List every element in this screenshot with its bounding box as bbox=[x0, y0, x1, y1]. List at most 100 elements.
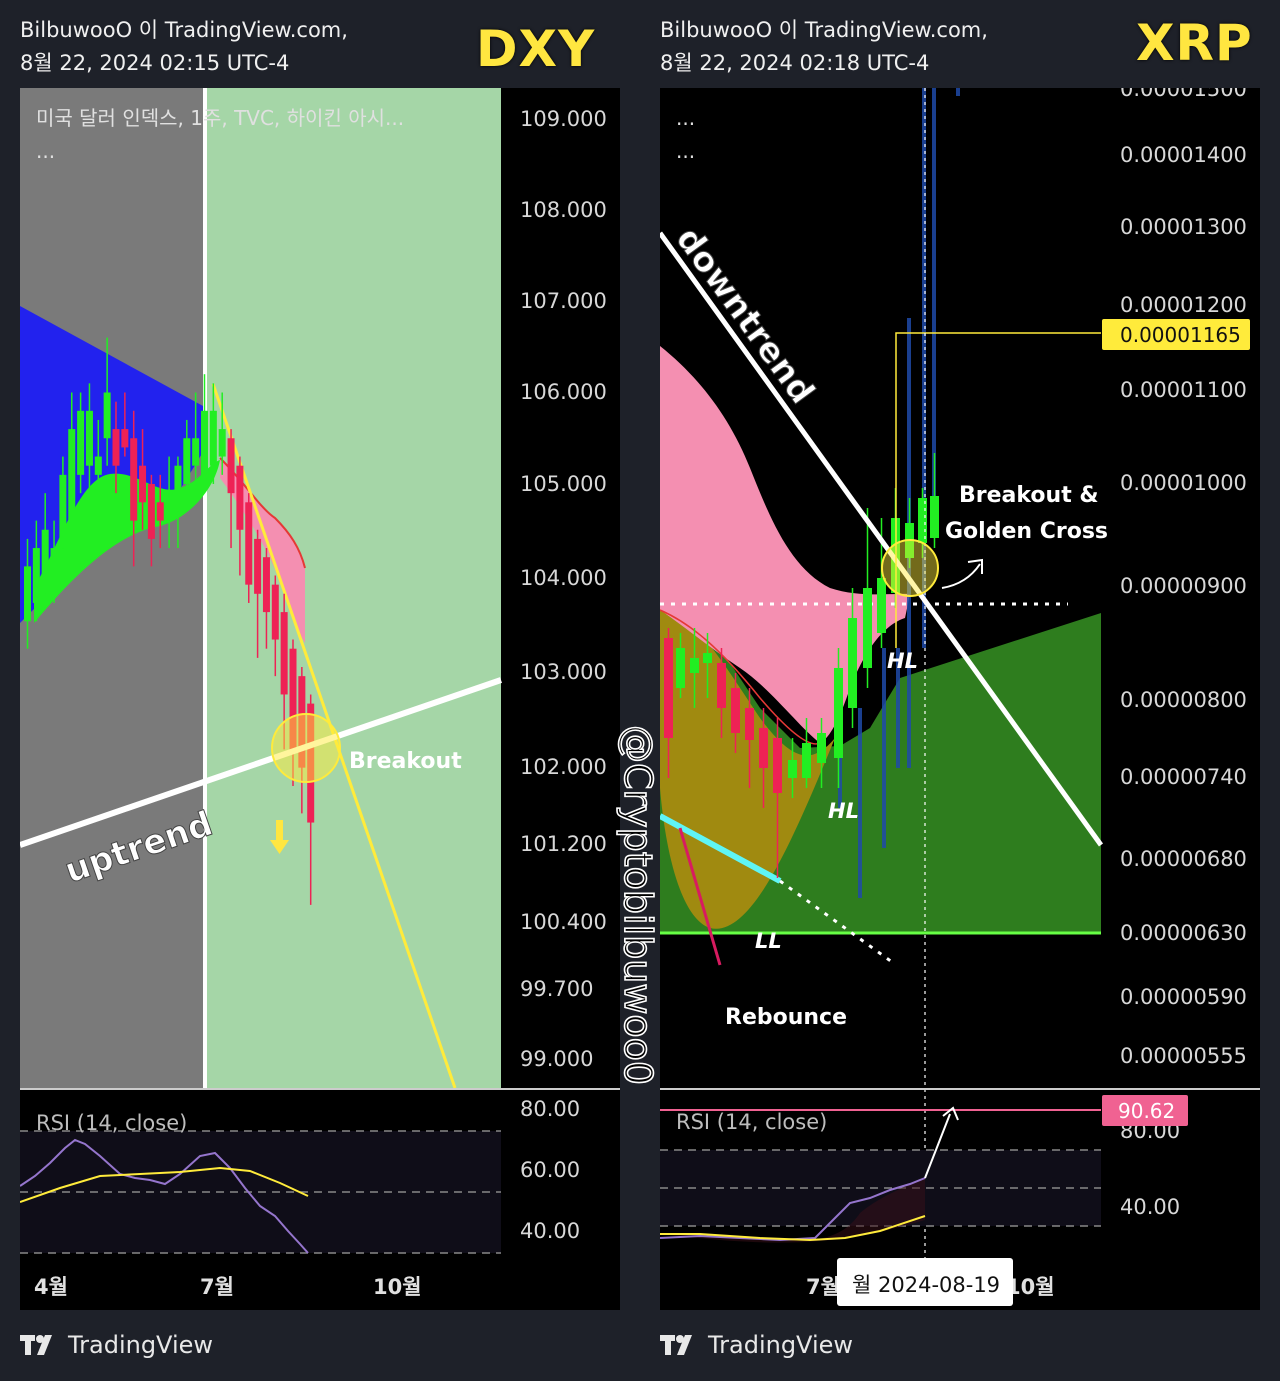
xrp-legend-more-1[interactable]: ... bbox=[676, 106, 695, 130]
xrp-candle bbox=[877, 578, 886, 633]
breakout-label: Breakout bbox=[349, 749, 462, 774]
dxy-price-tick: 108.000 bbox=[520, 198, 607, 222]
xrp-candle bbox=[863, 588, 872, 668]
dxy-candle bbox=[236, 465, 244, 530]
xrp-price-tick: 0.00001500 bbox=[1120, 88, 1247, 101]
dxy-candle bbox=[121, 429, 129, 448]
right-footer-brand-text: TradingView bbox=[708, 1331, 854, 1359]
ll-label: LL bbox=[755, 929, 782, 953]
dxy-candle bbox=[262, 557, 270, 613]
rsi-ma-line bbox=[20, 1166, 309, 1203]
down-arrow-icon bbox=[270, 820, 289, 854]
xrp-candle bbox=[703, 653, 712, 663]
xrp-candle bbox=[745, 708, 754, 740]
dxy-candle bbox=[209, 410, 217, 466]
xrp-candle bbox=[788, 760, 797, 778]
dxy-price-tick: 107.000 bbox=[520, 289, 607, 313]
dxy-chart[interactable]: Breakout uptrend 미국 달러 인덱스, 1주, TVC, 하이킨… bbox=[20, 88, 620, 1310]
green-cloud bbox=[34, 460, 220, 623]
xrp-time-tick: 7월 bbox=[806, 1275, 840, 1299]
dxy-rsi-axis[interactable]: 80.00 60.00 40.00 bbox=[520, 1097, 580, 1243]
dxy-candle bbox=[289, 648, 297, 750]
rebounce-label: Rebounce bbox=[725, 1005, 847, 1030]
dxy-rsi-label[interactable]: RSI (14, close) bbox=[36, 1111, 187, 1135]
golden-cross-circle bbox=[881, 539, 939, 597]
dxy-candle bbox=[103, 392, 111, 439]
rsi-line bbox=[20, 1138, 309, 1254]
rsi-line bbox=[660, 1177, 926, 1242]
xrp-candle bbox=[676, 648, 685, 688]
dxy-time-tick: 4월 bbox=[34, 1275, 68, 1299]
xrp-candle bbox=[717, 663, 726, 708]
xrp-candle bbox=[773, 738, 782, 793]
curve-arrow-head-icon bbox=[967, 558, 983, 574]
dxy-price-axis[interactable]: 109.000 108.000 107.000 106.000 105.000 104.0… bbox=[520, 107, 607, 1071]
watermark-text: @Cryptobilbuwoo0 bbox=[616, 725, 660, 1085]
pane-divider[interactable] bbox=[20, 1088, 620, 1090]
dxy-legend-more[interactable]: ... bbox=[36, 139, 55, 163]
dxy-candle bbox=[41, 529, 49, 576]
tradingview-logo-icon bbox=[20, 1335, 52, 1355]
dxy-candle bbox=[156, 502, 164, 521]
dxy-candle bbox=[112, 429, 120, 466]
golden-cross-label: Golden Cross bbox=[945, 519, 1108, 544]
dxy-time-tick: 7월 bbox=[200, 1275, 234, 1299]
dxy-candle bbox=[24, 566, 31, 622]
dxy-price-tick: 99.000 bbox=[520, 1047, 593, 1071]
rsi-value-tag[interactable] bbox=[1102, 1095, 1188, 1126]
dxy-candle bbox=[68, 429, 76, 521]
left-footer-brand[interactable]: TradingView bbox=[20, 1331, 213, 1359]
xrp-candle bbox=[848, 618, 857, 708]
right-header-date: 8월 22, 2024 02:18 UTC-4 bbox=[660, 51, 930, 75]
xrp-price-tick: 0.00000800 bbox=[1120, 688, 1247, 712]
crosshair-date: 월 2024-08-19 bbox=[852, 1273, 1000, 1297]
dxy-candle bbox=[32, 548, 40, 603]
xrp-price-tick: 0.00001200 bbox=[1120, 293, 1247, 317]
dxy-price-tick: 105.000 bbox=[520, 472, 607, 496]
dxy-candle bbox=[280, 612, 288, 695]
left-header-author: BilbuwooO 이 TradingView.com, bbox=[20, 18, 348, 42]
xrp-price-tick: 0.00000680 bbox=[1120, 847, 1247, 871]
xrp-candle bbox=[690, 658, 699, 673]
dxy-candle bbox=[147, 484, 155, 539]
dxy-candle bbox=[192, 438, 200, 466]
last-price-tag[interactable] bbox=[1102, 319, 1250, 350]
xrp-rsi-label[interactable]: RSI (14, close) bbox=[676, 1110, 827, 1134]
xrp-price-tick: 0.00000900 bbox=[1120, 574, 1247, 598]
right-ticker: XRP bbox=[1136, 14, 1253, 72]
xrp-time-axis[interactable]: 7월 10월 bbox=[806, 1275, 1055, 1299]
left-header: BilbuwooO 이 TradingView.com, 8월 22, 2024… bbox=[20, 14, 348, 80]
xrp-blue-bar bbox=[932, 88, 936, 538]
right-footer-brand[interactable]: TradingView bbox=[660, 1331, 853, 1359]
xrp-blue-bar bbox=[956, 88, 960, 96]
xrp-blue-bar bbox=[922, 88, 926, 648]
rsi-value: 90.62 bbox=[1118, 1099, 1175, 1123]
dxy-candle bbox=[77, 410, 85, 475]
dxy-candle bbox=[227, 438, 235, 494]
xrp-price-tick: 0.00001300 bbox=[1120, 215, 1247, 239]
xrp-price-tick: 0.00000590 bbox=[1120, 985, 1247, 1009]
left-ticker: DXY bbox=[476, 20, 596, 78]
dxy-rsi-tick: 40.00 bbox=[520, 1219, 580, 1243]
dxy-candles bbox=[24, 337, 315, 905]
dxy-time-axis[interactable]: 4월 7월 10월 bbox=[34, 1275, 422, 1299]
dxy-time-tick: 10월 bbox=[373, 1275, 422, 1299]
dxy-rsi-tick: 60.00 bbox=[520, 1158, 580, 1182]
xrp-price-axis[interactable]: 0.00001500 0.00001400 0.00001300 0.00001200… bbox=[1120, 88, 1247, 1068]
downtrend-line bbox=[660, 231, 1104, 847]
dxy-candle bbox=[59, 474, 67, 549]
dxy-legend-title[interactable]: 미국 달러 인덱스, 1주, TVC, 하이킨 아시... bbox=[36, 106, 404, 130]
xrp-blue-bar bbox=[882, 648, 886, 848]
dxy-price-tick: 109.000 bbox=[520, 107, 607, 131]
xrp-candle bbox=[930, 496, 939, 538]
xrp-time-tick: 10월 bbox=[1006, 1275, 1055, 1299]
xrp-price-tick: 0.00000630 bbox=[1120, 921, 1247, 945]
xrp-legend-more-2[interactable]: ... bbox=[676, 139, 695, 163]
xrp-chart[interactable]: downtrend Breakout & Golden Cross HL HL … bbox=[660, 88, 1260, 1310]
pane-divider[interactable] bbox=[660, 1088, 1260, 1090]
dxy-price-tick: 104.000 bbox=[520, 566, 607, 590]
rsi-arrow-head-icon bbox=[942, 1106, 959, 1121]
rsi-fill bbox=[660, 1178, 925, 1243]
period-divider bbox=[203, 88, 207, 1088]
right-header: BilbuwooO 이 TradingView.com, 8월 22, 2024… bbox=[660, 14, 988, 80]
